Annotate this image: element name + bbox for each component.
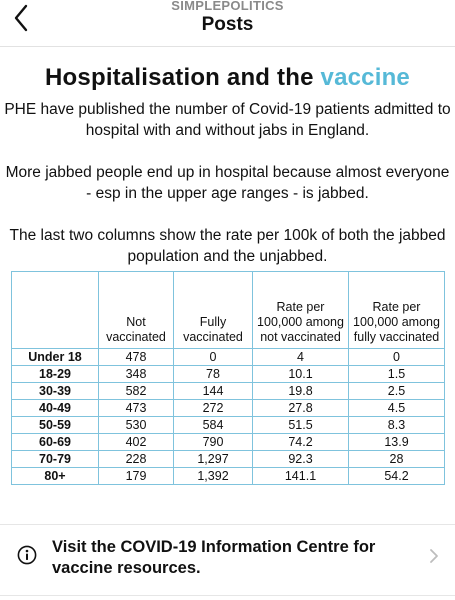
table-header-cell: Fully vaccinated [173, 271, 253, 349]
info-circle-icon [17, 545, 37, 565]
table-cell: 74.2 [252, 433, 349, 451]
table-header-cell [11, 271, 99, 349]
post-paragraph-1: PHE have published the number of Covid-1… [4, 101, 451, 139]
table-cell: 272 [173, 399, 253, 417]
table-cell: 4.5 [348, 399, 445, 417]
table-cell: 4 [252, 348, 349, 366]
table-cell: 530 [98, 416, 174, 434]
table-row: 30-39 582 144 19.8 2.5 [11, 382, 445, 400]
age-group-cell: 80+ [11, 467, 99, 485]
table-header-cell: Not vaccinated [98, 271, 174, 349]
table-cell: 141.1 [252, 467, 349, 485]
table-cell: 478 [98, 348, 174, 366]
table-row: 60-69 402 790 74.2 13.9 [11, 433, 445, 451]
table-cell: 790 [173, 433, 253, 451]
hospitalisation-table: Not vaccinated Fully vaccinated Rate per… [11, 271, 445, 485]
top-bar: SIMPLEPOLITICS Posts [0, 0, 455, 47]
age-group-cell: 50-59 [11, 416, 99, 434]
table-header-cell: Rate per 100,000 among fully vaccinated [348, 271, 445, 349]
table-cell: 179 [98, 467, 174, 485]
post-paragraph-2: More jabbed people end up in hospital be… [5, 164, 450, 202]
table-cell: 54.2 [348, 467, 445, 485]
table-cell: 10.1 [252, 365, 349, 383]
post-content: Hospitalisation and the vaccine PHE have… [0, 62, 455, 267]
table-cell: 2.5 [348, 382, 445, 400]
table-cell: 473 [98, 399, 174, 417]
chevron-right-icon [430, 549, 438, 563]
header-eyebrow: SIMPLEPOLITICS [171, 0, 284, 13]
header-titles: SIMPLEPOLITICS Posts [0, 0, 455, 37]
table-cell: 402 [98, 433, 174, 451]
table-cell: 19.8 [252, 382, 349, 400]
post-title: Hospitalisation and the vaccine [0, 62, 455, 94]
chevron-left-icon [14, 4, 28, 32]
table-cell: 582 [98, 382, 174, 400]
table-row: 50-59 530 584 51.5 8.3 [11, 416, 445, 434]
table-cell: 28 [348, 450, 445, 468]
table-cell: 348 [98, 365, 174, 383]
age-group-cell: Under 18 [11, 348, 99, 366]
table-cell: 51.5 [252, 416, 349, 434]
table-cell: 27.8 [252, 399, 349, 417]
age-group-cell: 30-39 [11, 382, 99, 400]
post-paragraph-3: The last two columns show the rate per 1… [9, 227, 446, 265]
table-cell: 8.3 [348, 416, 445, 434]
age-group-cell: 70-79 [11, 450, 99, 468]
covid-info-banner[interactable]: Visit the COVID-19 Information Centre fo… [0, 524, 455, 596]
age-group-cell: 18-29 [11, 365, 99, 383]
table-cell: 0 [173, 348, 253, 366]
table-row: 18-29 348 78 10.1 1.5 [11, 365, 445, 383]
age-group-cell: 40-49 [11, 399, 99, 417]
table-row: 80+ 179 1,392 141.1 54.2 [11, 467, 445, 485]
post-title-main: Hospitalisation and the [45, 64, 321, 91]
page-title: Posts [201, 14, 254, 35]
table-header-row: Not vaccinated Fully vaccinated Rate per… [11, 271, 445, 349]
age-group-cell: 60-69 [11, 433, 99, 451]
table-row: Under 18 478 0 4 0 [11, 348, 445, 366]
info-banner-text: Visit the COVID-19 Information Centre fo… [52, 538, 376, 577]
table-row: 70-79 228 1,297 92.3 28 [11, 450, 445, 468]
table-cell: 92.3 [252, 450, 349, 468]
table-cell: 0 [348, 348, 445, 366]
table-cell: 228 [98, 450, 174, 468]
table-header-cell: Rate per 100,000 among not vaccinated [252, 271, 349, 349]
table-row: 40-49 473 272 27.8 4.5 [11, 399, 445, 417]
table-cell: 1,392 [173, 467, 253, 485]
table-cell: 584 [173, 416, 253, 434]
post-title-accent: vaccine [320, 64, 410, 91]
table-cell: 78 [173, 365, 253, 383]
table-cell: 144 [173, 382, 253, 400]
back-button[interactable] [6, 0, 36, 40]
table-cell: 1.5 [348, 365, 445, 383]
table-cell: 13.9 [348, 433, 445, 451]
table-cell: 1,297 [173, 450, 253, 468]
